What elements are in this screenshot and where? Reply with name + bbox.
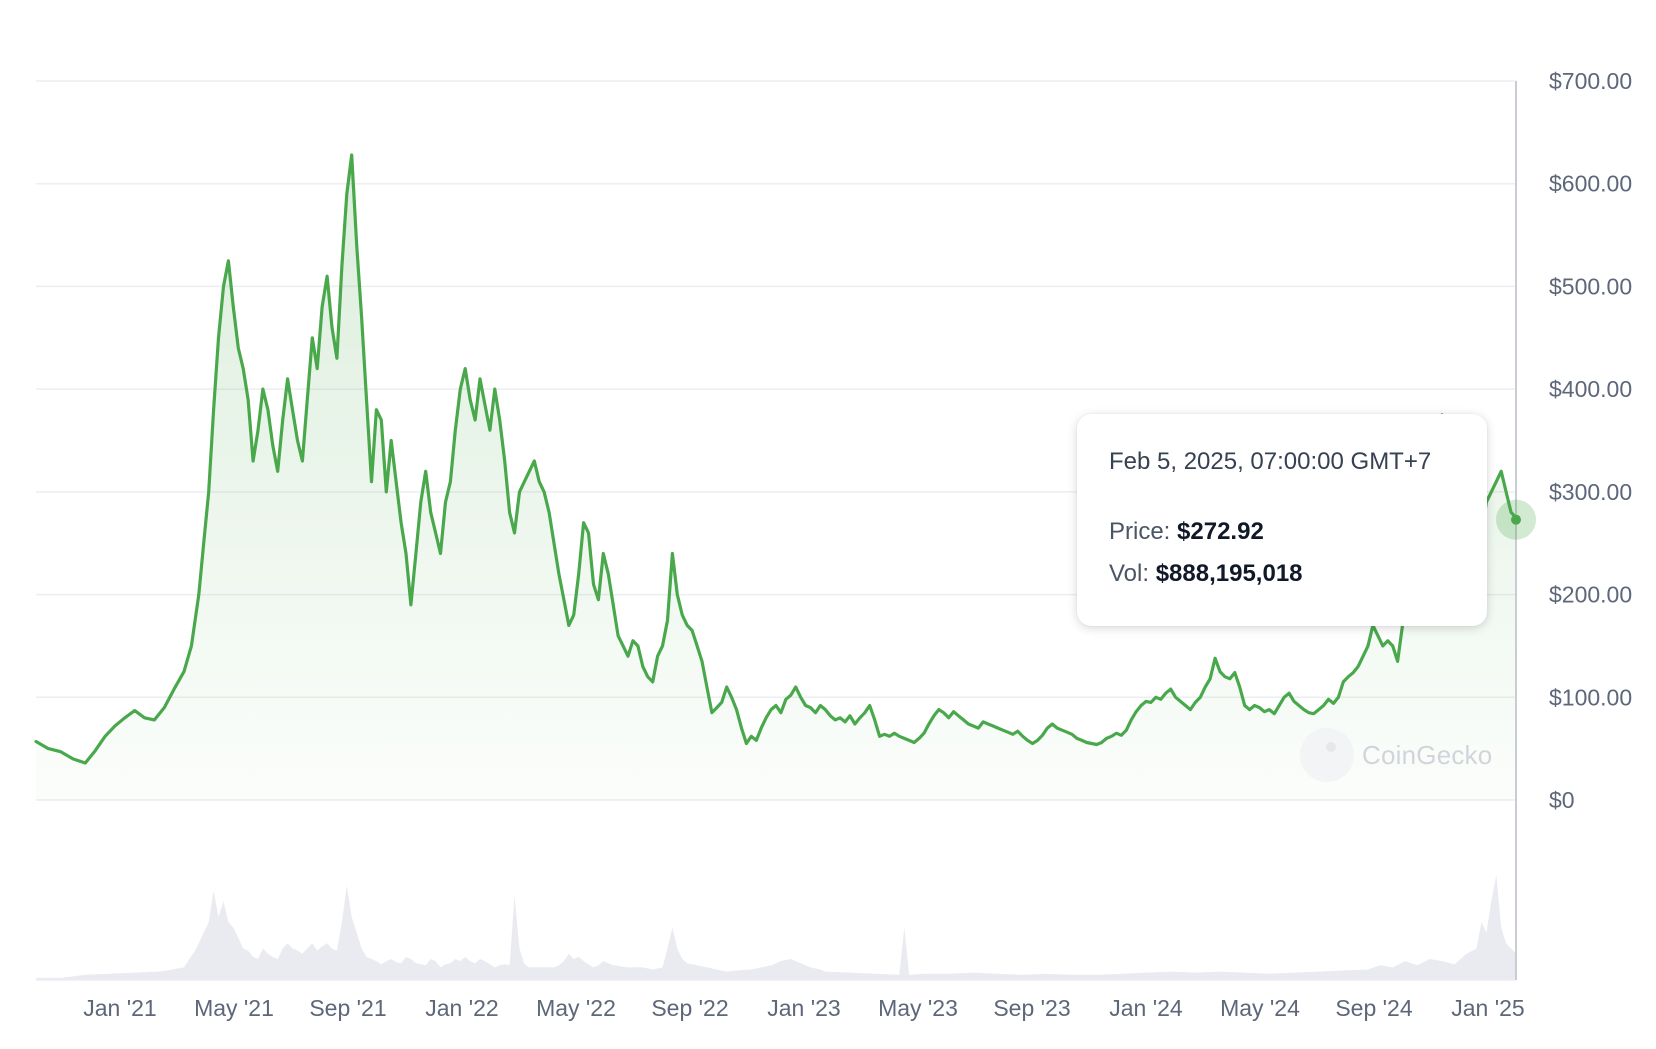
price-area-fill [36, 155, 1516, 800]
tooltip-price-value: $272.92 [1177, 518, 1264, 545]
x-tick-label: Jan '23 [767, 995, 840, 1021]
y-tick-label: $400.00 [1549, 376, 1632, 402]
tooltip-price-row: Price: $272.92 [1109, 518, 1455, 546]
y-tick-label: $700.00 [1549, 68, 1632, 94]
x-tick-label: Jan '25 [1451, 995, 1524, 1021]
tooltip-vol-row: Vol: $888,195,018 [1109, 560, 1455, 588]
x-tick-label: Sep '22 [651, 995, 728, 1021]
volume-area [36, 875, 1516, 980]
y-tick-label: $300.00 [1549, 479, 1632, 505]
y-tick-label: $0 [1549, 787, 1575, 813]
y-tick-label: $500.00 [1549, 273, 1632, 299]
coingecko-logo-icon [1300, 728, 1354, 782]
tooltip-vol-value: $888,195,018 [1155, 560, 1303, 587]
x-tick-label: Jan '22 [425, 995, 498, 1021]
y-tick-label: $200.00 [1549, 582, 1632, 608]
coingecko-watermark: CoinGecko [1300, 728, 1492, 782]
y-tick-label: $100.00 [1549, 684, 1632, 710]
x-tick-label: Sep '24 [1335, 995, 1412, 1021]
volume-bars [36, 875, 1516, 981]
hover-marker-dot [1511, 514, 1521, 525]
price-area [34, 153, 1518, 800]
x-tick-label: Jan '21 [83, 995, 156, 1021]
y-tick-labels: $0 $100.00 $200.00 $300.00 $400.00 $500.00 $60… [1549, 68, 1632, 813]
x-tick-label: Sep '21 [309, 995, 386, 1021]
y-tick-label: $600.00 [1549, 171, 1632, 197]
x-tick-label: May '24 [1220, 995, 1300, 1021]
tooltip-vol-label: Vol: [1109, 560, 1150, 587]
price-tooltip: Feb 5, 2025, 07:00:00 GMT+7 Price: $272.… [1077, 414, 1487, 626]
x-tick-label: May '22 [536, 995, 616, 1021]
tooltip-date: Feb 5, 2025, 07:00:00 GMT+7 [1109, 448, 1432, 475]
watermark-text: CoinGecko [1362, 739, 1493, 770]
tooltip-price-label: Price: [1109, 518, 1171, 545]
price-line [34, 153, 1518, 765]
x-tick-label: Sep '23 [993, 995, 1070, 1021]
x-tick-labels: Jan '21 May '21 Sep '21 Jan '22 May '22 Sep '… [83, 995, 1524, 1021]
hover-marker [1496, 499, 1536, 540]
x-tick-label: May '21 [194, 995, 274, 1021]
x-tick-label: Jan '24 [1109, 995, 1183, 1021]
x-tick-label: May '23 [878, 995, 958, 1021]
